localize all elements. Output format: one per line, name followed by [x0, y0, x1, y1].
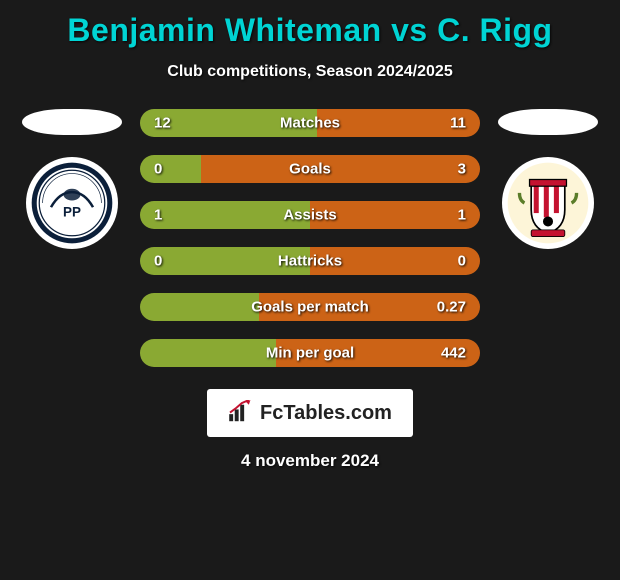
stat-left-value: 0 [154, 161, 162, 178]
stat-left-value: 0 [154, 253, 162, 270]
stat-row: 442 Min per goal [140, 339, 480, 367]
stat-label: Assists [283, 207, 336, 224]
stat-label: Min per goal [266, 345, 354, 362]
fctables-logo-icon [228, 400, 254, 427]
stat-right-value: 0.27 [437, 299, 466, 316]
stat-left-fill [140, 155, 201, 183]
stat-row: 0 3 Goals [140, 155, 480, 183]
stat-right-value: 1 [458, 207, 466, 224]
stat-right-value: 0 [458, 253, 466, 270]
stats-bars: 1211Matches03Goals11Assists00Hattricks0.… [140, 109, 480, 367]
stat-row: 0.27 Goals per match [140, 293, 480, 321]
stat-left-fill [140, 293, 259, 321]
right-club-badge [502, 157, 594, 249]
stat-row: 0 0 Hattricks [140, 247, 480, 275]
stat-row: 12 11 Matches [140, 109, 480, 137]
comparison-main: PP 1211Matches03Goals11Assists00Hattrick… [0, 109, 620, 367]
comparison-title: Benjamin Whiteman vs C. Rigg [0, 0, 620, 49]
left-player-column: PP [22, 109, 122, 249]
left-club-badge: PP [26, 157, 118, 249]
fctables-watermark: FcTables.com [207, 389, 413, 437]
sunderland-badge-icon [506, 161, 590, 245]
stat-label: Matches [280, 115, 340, 132]
comparison-subtitle: Club competitions, Season 2024/2025 [0, 63, 620, 81]
stat-label: Goals per match [251, 299, 369, 316]
stat-left-fill [140, 339, 276, 367]
stat-right-value: 442 [441, 345, 466, 362]
player-silhouette-icon [498, 109, 598, 135]
stat-left-value: 1 [154, 207, 162, 224]
watermark-brand: FcTables.com [260, 402, 392, 425]
stat-label: Hattricks [278, 253, 342, 270]
stat-right-value: 3 [458, 161, 466, 178]
stat-label: Goals [289, 161, 331, 178]
snapshot-date: 4 november 2024 [0, 451, 620, 471]
stat-row: 1 1 Assists [140, 201, 480, 229]
stat-left-value: 12 [154, 115, 171, 132]
svg-text:PP: PP [63, 204, 81, 219]
preston-badge-icon: PP [30, 161, 114, 245]
player-silhouette-icon [22, 109, 122, 135]
stat-right-fill [201, 155, 480, 183]
stat-right-value: 11 [450, 115, 466, 132]
right-player-column [498, 109, 598, 249]
